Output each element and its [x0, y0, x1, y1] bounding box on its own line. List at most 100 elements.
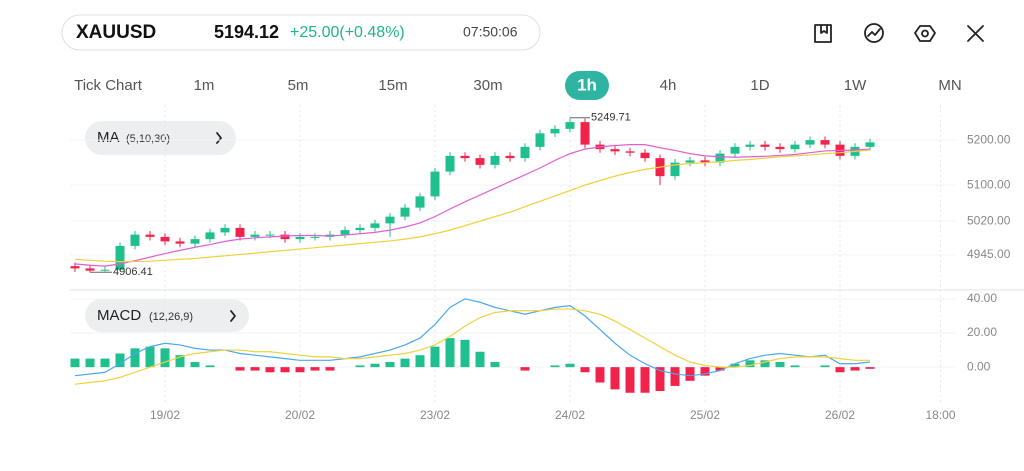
candle-body — [370, 223, 380, 228]
histogram-bar — [355, 365, 365, 368]
timeframe[interactable]: 1m — [194, 77, 215, 94]
y-tick-label: 5100.00 — [967, 177, 1011, 191]
clock: 07:50:06 — [463, 24, 518, 40]
histogram-bar — [280, 367, 290, 373]
candle-body — [340, 230, 350, 235]
close-icon[interactable] — [967, 25, 984, 42]
settings-icon[interactable] — [914, 25, 936, 42]
candle-body — [565, 122, 575, 129]
timeframe[interactable]: Tick Chart — [74, 77, 143, 94]
candle-body — [640, 152, 650, 159]
histogram-bar — [745, 360, 755, 368]
macd-params: (12,26,9) — [149, 311, 193, 323]
histogram-bar — [790, 365, 800, 368]
candle-body — [670, 162, 680, 177]
ma-pill[interactable] — [85, 121, 236, 155]
histogram-bar — [250, 367, 260, 371]
histogram-bar — [625, 367, 635, 393]
candle-body — [865, 142, 875, 147]
macd-name: MACD — [97, 307, 141, 324]
candle-body — [490, 155, 500, 165]
candle-body — [475, 158, 485, 165]
histogram-bar — [370, 363, 380, 368]
histogram-bar — [685, 367, 695, 381]
timeframe[interactable]: 1D — [750, 77, 769, 94]
histogram-bar — [595, 367, 605, 383]
timeframe[interactable]: MN — [938, 77, 961, 94]
y-tick-label: 4945.00 — [967, 247, 1011, 261]
histogram-bar — [100, 358, 110, 368]
timeframe[interactable]: 4h — [660, 77, 677, 94]
candle-body — [85, 268, 95, 271]
candle-body — [760, 144, 770, 147]
histogram-bar — [490, 362, 500, 368]
histogram-bar — [190, 362, 200, 368]
x-tick-label: 26/02 — [825, 408, 855, 422]
histogram-bar — [730, 363, 740, 368]
candle-body — [415, 196, 425, 208]
indicator-line — [74, 308, 870, 385]
candle-body — [790, 144, 800, 150]
timeframe[interactable]: 1h — [577, 75, 597, 94]
y-tick-label: 0.00 — [967, 359, 991, 373]
histogram-bar — [265, 367, 275, 373]
histogram-bar — [295, 367, 305, 373]
candle-body — [460, 155, 470, 159]
histogram-bar — [565, 363, 575, 368]
histogram-bar — [430, 346, 440, 368]
price-change: +25.00(+0.48%) — [290, 24, 405, 41]
timeframe[interactable]: 30m — [473, 77, 502, 94]
candle-body — [385, 216, 395, 224]
histogram-bar — [235, 367, 245, 371]
ma-arrow — [216, 132, 222, 144]
ma-params: (5,10,30) — [126, 133, 170, 145]
candle-body — [235, 227, 245, 237]
y-tick-label: 5020.00 — [967, 213, 1011, 227]
candle-body — [205, 232, 215, 240]
candle-body — [550, 128, 560, 134]
candle-body — [580, 122, 590, 145]
macd-pill[interactable] — [85, 299, 249, 332]
symbol: XAUUSD — [76, 22, 156, 43]
histogram-bar — [670, 367, 680, 386]
histogram-bar — [760, 360, 770, 368]
bookmark-icon[interactable] — [814, 24, 832, 43]
candle-body — [70, 266, 80, 269]
timeframe[interactable]: 15m — [378, 77, 407, 94]
histogram-bar — [310, 367, 320, 371]
histogram-bar — [715, 367, 725, 371]
min-label: 4906.41 — [113, 266, 153, 278]
candle-body — [220, 227, 230, 233]
timeframe[interactable]: 5m — [288, 77, 309, 94]
indicator-line — [74, 149, 871, 263]
candle-body — [820, 140, 830, 145]
price: 5194.12 — [214, 22, 279, 42]
candle-body — [145, 234, 155, 237]
macd-arrow — [230, 310, 236, 322]
timeframe[interactable]: 1W — [844, 77, 867, 94]
histogram-bar — [865, 367, 875, 369]
histogram-bar — [415, 355, 425, 368]
candle-body — [610, 149, 620, 152]
symbol-bar[interactable] — [61, 14, 541, 51]
candle-body — [280, 234, 290, 240]
histogram-bar — [445, 338, 455, 368]
candle-body — [445, 155, 455, 172]
histogram-bar — [640, 367, 650, 393]
candle-body — [400, 207, 410, 217]
candle-body — [115, 245, 125, 270]
indicator-icon[interactable] — [864, 23, 884, 43]
x-tick-label: 23/02 — [420, 408, 450, 422]
y-tick-label: 5200.00 — [967, 132, 1011, 146]
x-tick-label: 18:00 — [925, 408, 955, 422]
candle-body — [430, 171, 440, 197]
candle-body — [730, 146, 740, 154]
histogram-bar — [700, 367, 710, 376]
histogram-bar — [70, 358, 80, 368]
y-tick-label: 20.00 — [967, 325, 997, 339]
indicator-line — [74, 144, 871, 267]
histogram-bar — [205, 365, 215, 368]
candle-body — [715, 153, 725, 163]
histogram-bar — [835, 367, 845, 373]
